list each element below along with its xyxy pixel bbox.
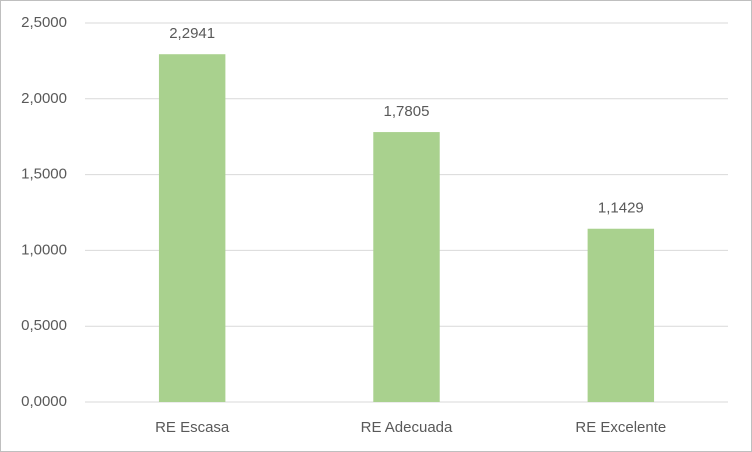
x-tick-label: RE Excelente (575, 419, 666, 436)
y-tick-label: 2,5000 (21, 14, 67, 31)
data-label: 1,1429 (598, 200, 644, 217)
bar (587, 228, 655, 402)
bar (158, 54, 226, 402)
data-label: 1,7805 (384, 103, 430, 120)
y-tick-label: 1,0000 (21, 241, 67, 258)
y-tick-label: 1,5000 (21, 166, 67, 183)
bar (373, 132, 440, 402)
y-tick-label: 2,0000 (21, 90, 67, 107)
x-tick-label: RE Adecuada (361, 419, 453, 436)
x-tick-label: RE Escasa (155, 419, 230, 436)
y-tick-label: 0,0000 (21, 393, 67, 410)
y-tick-label: 0,5000 (21, 317, 67, 334)
data-label: 2,2941 (169, 25, 215, 42)
